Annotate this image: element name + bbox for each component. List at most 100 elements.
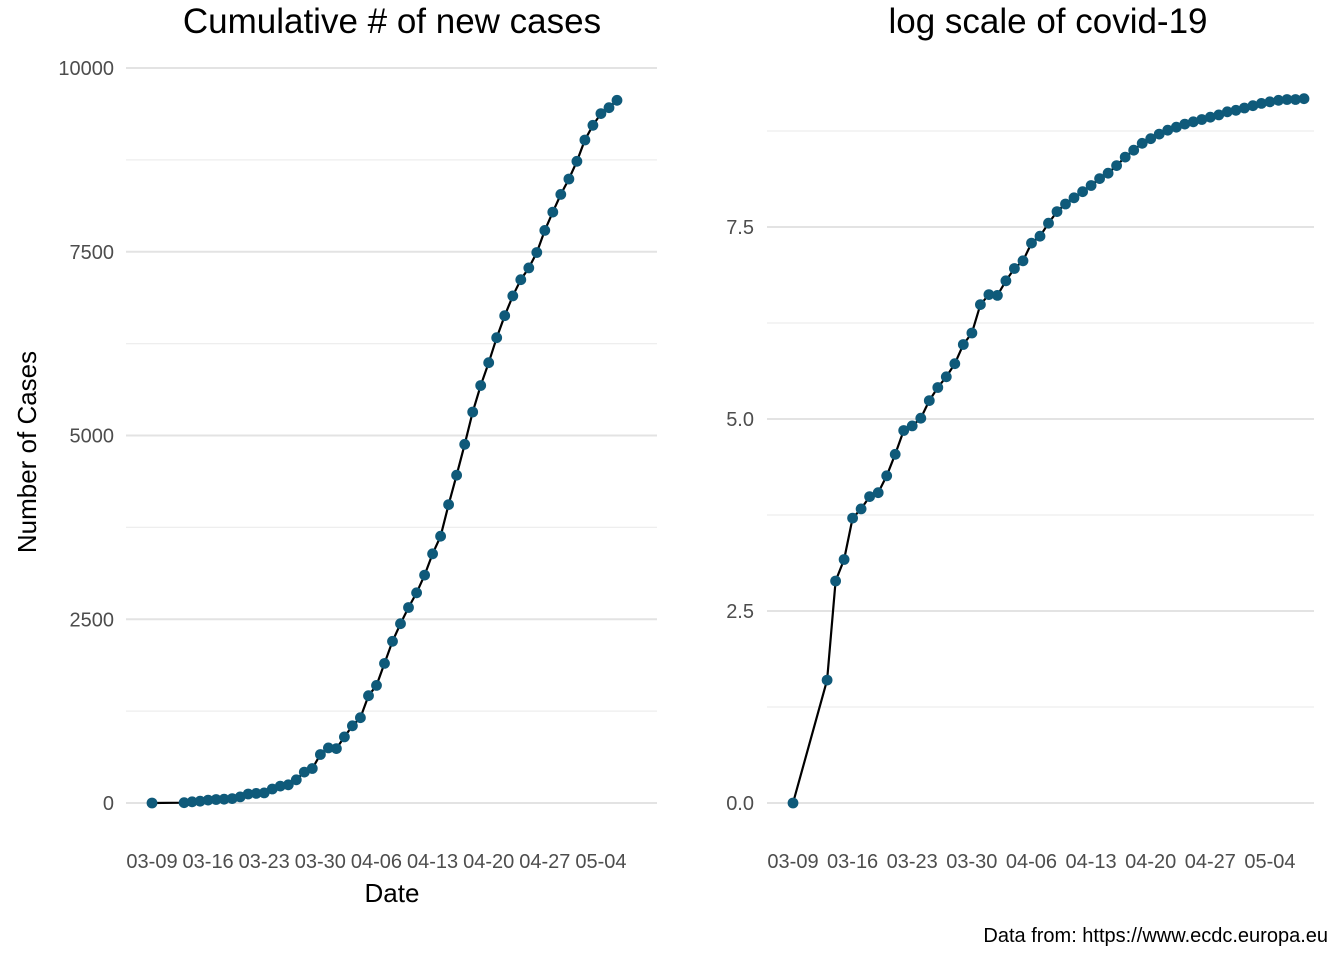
data-point bbox=[1230, 104, 1242, 116]
data-point bbox=[923, 395, 935, 406]
y-tick-label: 7.5 bbox=[726, 217, 754, 239]
x-tick-label: 04-13 bbox=[407, 851, 458, 873]
data-point bbox=[595, 108, 607, 119]
data-point bbox=[1094, 173, 1105, 185]
data-point bbox=[975, 299, 986, 310]
x-tick-label: 04-13 bbox=[1066, 851, 1117, 873]
data-point bbox=[371, 680, 382, 691]
data-point bbox=[1026, 237, 1037, 249]
data-point bbox=[1290, 94, 1301, 105]
data-point bbox=[515, 274, 527, 286]
left-y-axis-label: Number of Cases bbox=[12, 351, 42, 553]
data-point bbox=[483, 357, 495, 369]
y-tick-label: 0.0 bbox=[726, 793, 754, 815]
data-point bbox=[872, 487, 884, 499]
data-point bbox=[387, 635, 398, 647]
data-point bbox=[1102, 167, 1114, 179]
y-tick-label: 5000 bbox=[70, 426, 115, 448]
data-point bbox=[949, 358, 961, 370]
right-y-tick-labels: 0.0 2.5 5.0 7.5 bbox=[726, 217, 754, 815]
data-point bbox=[1060, 198, 1071, 210]
data-point bbox=[411, 587, 422, 599]
data-point bbox=[435, 530, 446, 542]
data-point bbox=[957, 339, 969, 350]
data-point bbox=[274, 780, 286, 792]
data-point bbox=[579, 134, 591, 146]
x-tick-label: 03-30 bbox=[946, 851, 997, 873]
x-tick-label: 04-06 bbox=[1006, 851, 1057, 873]
data-point bbox=[443, 499, 454, 510]
y-tick-label: 0 bbox=[103, 793, 114, 815]
data-point bbox=[587, 119, 599, 131]
data-point bbox=[1187, 116, 1199, 128]
data-point bbox=[906, 420, 918, 432]
data-point bbox=[363, 690, 374, 702]
data-point bbox=[250, 788, 262, 799]
data-point bbox=[306, 763, 318, 774]
x-tick-label: 04-27 bbox=[519, 851, 570, 873]
data-point bbox=[290, 774, 302, 786]
data-point bbox=[1145, 133, 1157, 145]
data-point bbox=[1009, 263, 1020, 274]
data-point bbox=[427, 548, 438, 560]
data-point bbox=[331, 743, 342, 754]
data-point bbox=[1221, 106, 1233, 118]
data-point bbox=[539, 225, 551, 236]
left-x-axis-label: Date bbox=[365, 878, 420, 908]
data-source-caption: Data from: https://www.ecdc.europa.eu bbox=[983, 925, 1328, 947]
data-point bbox=[915, 412, 927, 424]
cumulative-cases-points bbox=[146, 94, 623, 809]
data-point bbox=[339, 731, 350, 743]
data-point bbox=[178, 797, 190, 809]
data-point bbox=[523, 262, 535, 274]
data-point bbox=[838, 554, 850, 565]
data-point bbox=[1179, 118, 1191, 130]
data-point bbox=[1077, 186, 1088, 198]
data-point bbox=[1298, 93, 1310, 105]
log-scale-points bbox=[787, 93, 1310, 809]
data-point bbox=[898, 425, 910, 436]
data-point bbox=[146, 797, 158, 809]
data-point bbox=[1068, 192, 1080, 204]
data-point bbox=[1196, 114, 1208, 125]
log-scale-line bbox=[791, 97, 1305, 804]
data-point bbox=[1034, 230, 1046, 242]
x-tick-label: 03-23 bbox=[239, 851, 290, 873]
data-point bbox=[491, 332, 503, 344]
x-tick-label: 03-16 bbox=[183, 851, 234, 873]
data-point bbox=[323, 742, 334, 754]
data-point bbox=[347, 720, 358, 732]
data-point bbox=[1170, 121, 1182, 133]
cumulative-cases-line bbox=[151, 99, 618, 805]
data-point bbox=[563, 173, 575, 185]
data-point bbox=[1281, 94, 1293, 105]
x-tick-label: 03-30 bbox=[295, 851, 346, 873]
log-scale-panel: 0.0 2.5 5.0 7.5 03-09 03-16 03-23 03-30 04-06 04… bbox=[726, 2, 1314, 873]
data-point bbox=[186, 796, 198, 808]
data-point bbox=[242, 788, 254, 800]
data-point bbox=[603, 102, 615, 114]
data-point bbox=[1153, 128, 1165, 140]
x-tick-label: 03-09 bbox=[126, 851, 177, 873]
data-point bbox=[855, 503, 867, 515]
data-point bbox=[258, 787, 270, 799]
left-gridlines bbox=[126, 67, 657, 804]
y-tick-label: 10000 bbox=[58, 58, 114, 80]
data-point bbox=[1119, 151, 1131, 163]
data-point bbox=[467, 406, 479, 418]
data-point bbox=[1213, 109, 1225, 121]
data-point bbox=[1239, 102, 1250, 114]
data-point bbox=[966, 327, 978, 339]
x-tick-label: 05-04 bbox=[1244, 851, 1295, 873]
data-point bbox=[1051, 206, 1063, 218]
x-tick-label: 04-20 bbox=[463, 851, 514, 873]
x-tick-label: 04-06 bbox=[351, 851, 402, 873]
data-point bbox=[932, 382, 944, 393]
data-point bbox=[194, 795, 206, 807]
data-point bbox=[1136, 137, 1148, 149]
right-x-tick-labels: 03-09 03-16 03-23 03-30 04-06 04-13 04-20 04-27… bbox=[767, 851, 1295, 873]
data-point bbox=[499, 310, 511, 322]
data-point bbox=[1256, 98, 1267, 109]
data-point bbox=[1017, 255, 1029, 267]
